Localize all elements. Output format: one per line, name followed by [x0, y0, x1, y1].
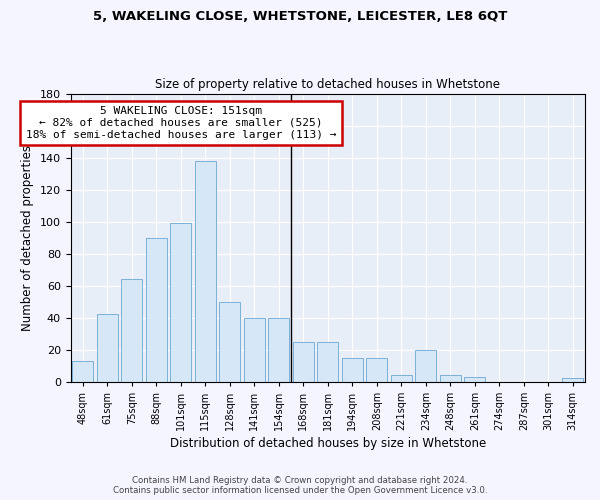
Bar: [440, 376, 461, 382]
Bar: [342, 358, 363, 382]
Title: Size of property relative to detached houses in Whetstone: Size of property relative to detached ho…: [155, 78, 500, 91]
Bar: [293, 342, 314, 382]
Bar: [170, 223, 191, 382]
Text: 5, WAKELING CLOSE, WHETSTONE, LEICESTER, LE8 6QT: 5, WAKELING CLOSE, WHETSTONE, LEICESTER,…: [93, 10, 507, 23]
Bar: [268, 318, 289, 382]
Bar: [415, 350, 436, 382]
Bar: [562, 378, 583, 382]
Bar: [244, 318, 265, 382]
Bar: [317, 342, 338, 382]
X-axis label: Distribution of detached houses by size in Whetstone: Distribution of detached houses by size …: [170, 437, 486, 450]
Bar: [121, 279, 142, 382]
Bar: [464, 377, 485, 382]
Y-axis label: Number of detached properties: Number of detached properties: [21, 144, 34, 330]
Bar: [97, 314, 118, 382]
Bar: [220, 302, 240, 382]
Bar: [73, 361, 93, 382]
Bar: [195, 161, 216, 382]
Bar: [146, 238, 167, 382]
Text: Contains HM Land Registry data © Crown copyright and database right 2024.
Contai: Contains HM Land Registry data © Crown c…: [113, 476, 487, 495]
Bar: [367, 358, 387, 382]
Bar: [391, 376, 412, 382]
Text: 5 WAKELING CLOSE: 151sqm
← 82% of detached houses are smaller (525)
18% of semi-: 5 WAKELING CLOSE: 151sqm ← 82% of detach…: [26, 106, 336, 140]
